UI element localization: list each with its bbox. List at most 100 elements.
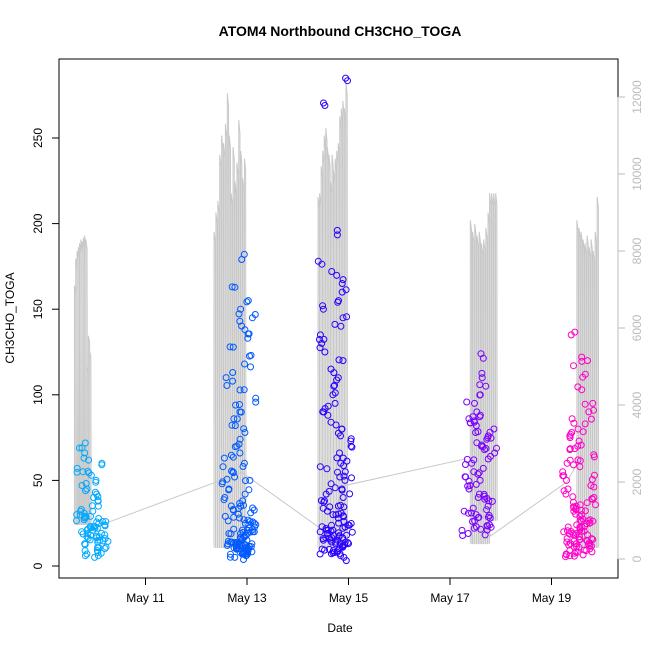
data-point	[85, 469, 93, 477]
chart-title: ATOM4 Northbound CH3CHO_TOGA	[219, 23, 462, 39]
data-point	[461, 473, 469, 481]
data-point	[574, 383, 582, 391]
data-point	[78, 482, 86, 489]
data-point	[229, 377, 237, 385]
data-point	[472, 422, 480, 430]
data-point	[471, 399, 478, 407]
data-point	[251, 311, 259, 318]
data-point	[488, 497, 496, 505]
data-point	[578, 511, 586, 519]
data-point	[246, 518, 254, 525]
data-point	[87, 471, 95, 479]
data-point	[569, 493, 577, 501]
data-point	[592, 501, 599, 509]
data-point	[589, 517, 597, 525]
data-point	[482, 445, 490, 452]
data-point	[240, 516, 248, 524]
data-point	[571, 328, 579, 336]
data-point	[229, 369, 237, 376]
data-point	[241, 490, 249, 498]
x-tick-label: May 19	[532, 591, 572, 605]
data-point	[333, 271, 341, 279]
data-point	[465, 477, 473, 485]
data-point	[233, 415, 241, 423]
data-point	[486, 428, 494, 436]
data-point	[333, 376, 341, 384]
data-point	[323, 530, 331, 537]
data-point	[590, 453, 598, 461]
data-point	[319, 302, 327, 310]
data-point	[80, 454, 88, 462]
data-point	[238, 256, 246, 263]
data-point	[240, 425, 248, 433]
data-point	[228, 283, 236, 291]
data-point	[574, 442, 582, 450]
data-point	[82, 487, 90, 495]
data-point	[247, 363, 254, 371]
x-tick-label: May 13	[227, 591, 267, 605]
data-point	[78, 444, 86, 452]
data-point	[241, 429, 249, 436]
data-point	[93, 490, 101, 498]
data-point	[318, 339, 326, 347]
data-point	[591, 471, 598, 479]
data-point	[335, 356, 343, 364]
data-point	[585, 408, 593, 416]
data-point	[579, 515, 587, 523]
trace-spike-group	[576, 197, 600, 548]
data-point	[327, 480, 335, 488]
data-point	[328, 521, 335, 529]
data-point	[348, 528, 356, 536]
data-point	[589, 399, 597, 407]
data-point	[474, 470, 482, 478]
data-point	[320, 408, 328, 416]
data-point	[484, 455, 492, 463]
data-point	[236, 541, 244, 549]
data-point	[348, 474, 355, 482]
data-point	[320, 335, 328, 343]
data-point	[329, 511, 337, 519]
data-point	[347, 435, 355, 443]
data-point	[335, 529, 342, 537]
data-point	[567, 430, 575, 438]
data-point	[564, 485, 572, 493]
data-point	[332, 421, 340, 429]
data-point	[589, 495, 597, 503]
data-point	[465, 415, 473, 423]
data-point	[568, 429, 576, 436]
data-point	[483, 506, 491, 514]
data-point	[236, 401, 243, 408]
data-point	[339, 314, 347, 322]
data-point	[230, 415, 238, 423]
secondary-y-axis: 0 2000 4000 6000 8000 10000 12000	[617, 80, 644, 562]
data-point	[226, 553, 234, 561]
data-point	[99, 537, 107, 545]
data-point	[566, 530, 574, 538]
data-point	[322, 526, 330, 534]
data-point	[319, 536, 327, 544]
data-point	[347, 520, 355, 527]
data-point	[243, 298, 251, 306]
data-point	[346, 490, 354, 498]
data-point	[73, 468, 81, 476]
data-point	[223, 382, 231, 389]
data-point	[469, 504, 477, 512]
data-point	[98, 461, 106, 469]
data-point	[92, 478, 100, 486]
data-point	[478, 369, 486, 377]
data-point	[82, 480, 90, 487]
data-point	[470, 456, 478, 464]
data-point	[236, 386, 244, 394]
data-point	[458, 526, 466, 534]
data-point	[576, 501, 584, 509]
data-point	[240, 386, 248, 394]
data-point	[332, 540, 340, 548]
data-point	[570, 531, 577, 539]
data-point	[325, 487, 333, 495]
data-point	[459, 532, 467, 539]
data-point	[590, 494, 598, 501]
data-point	[228, 538, 236, 546]
data-point	[220, 454, 228, 462]
data-point	[344, 539, 352, 547]
data-point	[340, 503, 348, 511]
